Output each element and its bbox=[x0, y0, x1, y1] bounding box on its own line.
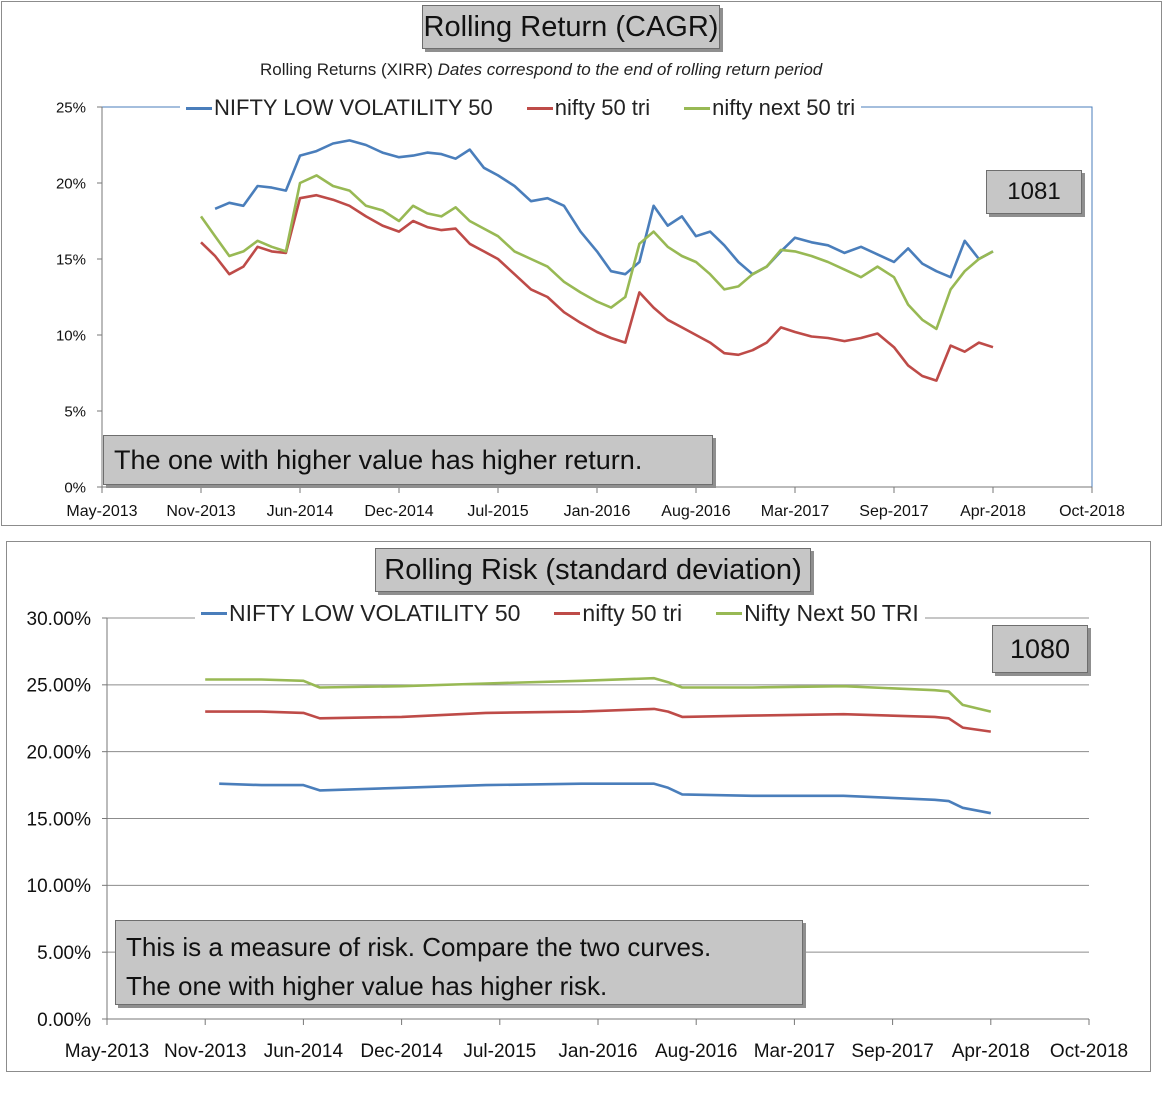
x-tick-label: Oct-2018 bbox=[1059, 503, 1125, 520]
annotation-box: The one with higher value has higher ret… bbox=[103, 435, 713, 485]
y-tick-label: 25% bbox=[56, 99, 86, 116]
x-tick-label: Jul-2015 bbox=[467, 503, 528, 520]
annotation-line: The one with higher value has higher ret… bbox=[114, 445, 643, 475]
x-tick-label: Aug-2016 bbox=[655, 1041, 737, 1062]
legend-item-next50: Nifty Next 50 TRI bbox=[716, 600, 919, 627]
legend-label: nifty next 50 tri bbox=[712, 95, 856, 120]
x-tick-label: Apr-2018 bbox=[960, 503, 1026, 520]
x-tick-label: May-2013 bbox=[65, 1041, 150, 1062]
subtitle-italic: Dates correspond to the end of rolling r… bbox=[437, 60, 823, 79]
x-tick-label: Jun-2014 bbox=[267, 503, 334, 520]
chart-subtitle: Rolling Returns (XIRR) Dates correspond … bbox=[260, 60, 822, 80]
legend-label: nifty 50 tri bbox=[554, 95, 651, 120]
series-next50 bbox=[205, 676, 992, 713]
legend-item-next50: nifty next 50 tri bbox=[684, 95, 855, 121]
x-tick-label: Jun-2014 bbox=[264, 1041, 344, 1062]
y-tick-label: 20.00% bbox=[27, 743, 92, 764]
series-next50 bbox=[199, 174, 994, 331]
legend-swatch bbox=[684, 106, 711, 110]
series-nifty50 bbox=[205, 707, 991, 733]
x-tick-label: Mar-2017 bbox=[754, 1041, 835, 1062]
legend-label: NIFTY LOW VOLATILITY 50 bbox=[214, 95, 493, 120]
chart-legend: NIFTY LOW VOLATILITY 50 nifty 50 tri nif… bbox=[180, 94, 862, 122]
y-tick-label: 0.00% bbox=[37, 1010, 91, 1031]
legend-label: NIFTY LOW VOLATILITY 50 bbox=[229, 599, 521, 626]
x-tick-label: Nov-2013 bbox=[166, 503, 235, 520]
y-tick-label: 0% bbox=[64, 479, 86, 496]
legend-item-nifty50: nifty 50 tri bbox=[526, 95, 651, 121]
rolling-return-plot: 0% 5% 10% 15% 20% 25% May-2013 Nov-2013 Jun-2014… bbox=[56, 99, 1125, 520]
legend-swatch bbox=[554, 611, 581, 615]
legend-swatch bbox=[186, 106, 212, 110]
y-tick-label: 15.00% bbox=[27, 809, 92, 830]
x-tick-label: Jan-2016 bbox=[558, 1041, 637, 1062]
x-tick-label: Sep-2017 bbox=[859, 503, 928, 520]
x-tick-label: Apr-2018 bbox=[952, 1041, 1030, 1062]
y-tick-label: 15% bbox=[56, 251, 86, 268]
y-tick-label: 5.00% bbox=[37, 943, 91, 964]
legend-swatch bbox=[716, 611, 743, 615]
x-tick-label: Jan-2016 bbox=[564, 503, 631, 520]
y-tick-label: 20% bbox=[56, 175, 86, 192]
subtitle-plain: Rolling Returns (XIRR) bbox=[260, 60, 433, 79]
y-tick-label: 10.00% bbox=[27, 876, 92, 897]
x-tick-label: May-2013 bbox=[66, 503, 137, 520]
series-low-volatility bbox=[214, 139, 994, 279]
legend-item-low-volatility: NIFTY LOW VOLATILITY 50 bbox=[201, 600, 520, 627]
series-low-volatility bbox=[219, 782, 992, 815]
x-tick-label: Nov-2013 bbox=[164, 1041, 246, 1062]
legend-label: nifty 50 tri bbox=[582, 599, 683, 626]
legend-label: Nifty Next 50 TRI bbox=[744, 599, 919, 626]
legend-item-low-volatility: NIFTY LOW VOLATILITY 50 bbox=[186, 95, 493, 121]
legend-swatch bbox=[201, 611, 227, 615]
y-tick-label: 25.00% bbox=[27, 676, 92, 697]
series-nifty50 bbox=[200, 193, 994, 382]
rolling-risk-chart: 0.00% 5.00% 10.00% 15.00% 20.00% 25.00% 30.00%… bbox=[6, 541, 1151, 1072]
x-tick-label: Jul-2015 bbox=[463, 1041, 536, 1062]
chart-title: Rolling Return (CAGR) bbox=[422, 5, 720, 49]
x-tick-label: Oct-2018 bbox=[1050, 1041, 1128, 1062]
rolling-return-chart: 0% 5% 10% 15% 20% 25% May-2013 Nov-2013 Jun-2014… bbox=[1, 1, 1162, 526]
x-tick-label: Dec-2014 bbox=[360, 1041, 443, 1062]
y-tick-label: 10% bbox=[56, 327, 86, 344]
x-tick-label: Aug-2016 bbox=[661, 503, 730, 520]
y-tick-label: 5% bbox=[64, 403, 86, 420]
chart-title: Rolling Risk (standard deviation) bbox=[375, 548, 811, 592]
badge: 1081 bbox=[986, 170, 1082, 214]
annotation-box: This is a measure of risk. Compare the t… bbox=[115, 920, 803, 1005]
chart-legend: NIFTY LOW VOLATILITY 50 nifty 50 tri Nif… bbox=[195, 599, 925, 627]
rolling-risk-plot: 0.00% 5.00% 10.00% 15.00% 20.00% 25.00% 30.00%… bbox=[27, 609, 1129, 1062]
x-tick-label: Sep-2017 bbox=[851, 1041, 933, 1062]
legend-swatch bbox=[526, 106, 553, 110]
plot-area bbox=[101, 106, 1093, 488]
annotation-line: This is a measure of risk. Compare the t… bbox=[126, 932, 712, 962]
x-tick-label: Mar-2017 bbox=[761, 503, 830, 520]
badge: 1080 bbox=[992, 625, 1088, 673]
legend-item-nifty50: nifty 50 tri bbox=[554, 600, 682, 627]
annotation-line: The one with higher value has higher ris… bbox=[126, 971, 608, 1001]
y-tick-label: 30.00% bbox=[27, 609, 92, 630]
x-tick-label: Dec-2014 bbox=[364, 503, 433, 520]
